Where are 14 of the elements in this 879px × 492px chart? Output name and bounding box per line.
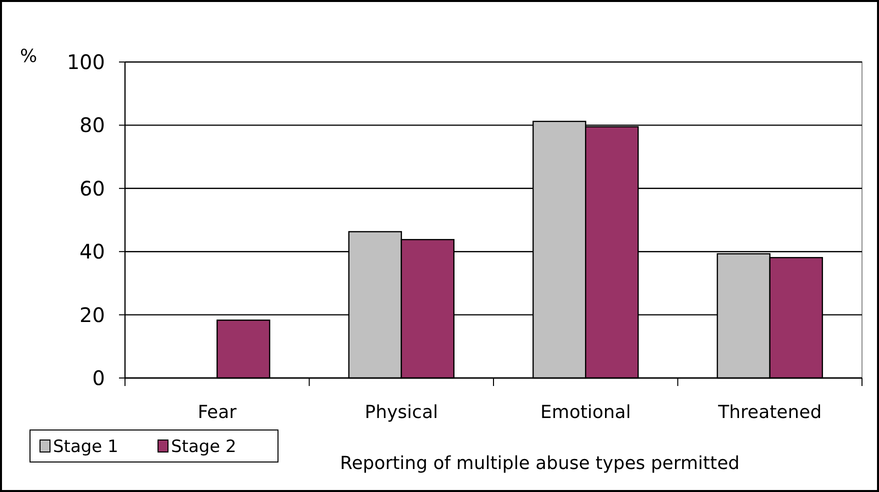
x-axis-title: Reporting of multiple abuse types permitted xyxy=(340,453,740,474)
legend-label: Stage 1 xyxy=(53,437,118,457)
x-tick-label: Fear xyxy=(198,402,238,423)
x-tick-label: Physical xyxy=(364,402,438,423)
x-tick-label: Emotional xyxy=(540,402,631,423)
y-tick-label: 40 xyxy=(80,240,105,264)
y-axis-title: % xyxy=(20,46,38,67)
legend-label: Stage 2 xyxy=(171,437,236,457)
y-tick-label: 100 xyxy=(66,50,105,74)
x-tick-label: Threatened xyxy=(717,402,822,423)
y-tick-label: 0 xyxy=(92,366,105,390)
y-tick-label: 80 xyxy=(80,113,105,138)
y-tick-label: 20 xyxy=(80,302,105,327)
y-tick-label: 60 xyxy=(80,176,105,200)
